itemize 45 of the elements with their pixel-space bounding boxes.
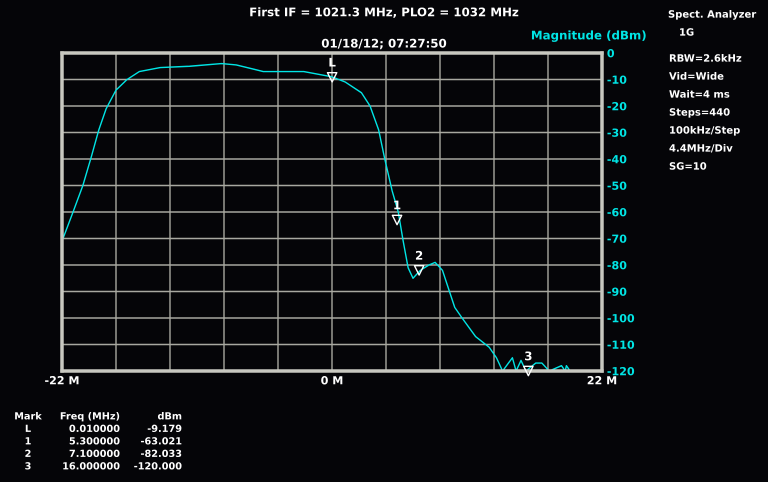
y-tick-label: -10 — [607, 75, 626, 84]
text: 1 — [26, 437, 31, 444]
text: -9.179 — [148, 424, 182, 432]
text: 2 — [25, 450, 31, 457]
text: SG=10 — [670, 162, 706, 170]
text: 100kHz/Step — [670, 126, 740, 136]
y-tick-label: -60 — [607, 208, 626, 216]
y-tick-label: -110 — [607, 340, 634, 349]
text: 4.4MHz/Div — [669, 144, 733, 153]
y-tick-label: -40 — [607, 154, 626, 164]
text: 0.010000 — [69, 424, 120, 432]
y-tick-label: -50 — [607, 181, 626, 190]
text: Freq (MHz) — [60, 412, 120, 422]
text: -63.021 — [140, 437, 182, 445]
text: dBm — [158, 412, 182, 420]
y-tick-label: -100 — [607, 314, 634, 322]
chart-subtitle: 01/18/12; 07:27:50 — [322, 38, 446, 50]
y-tick-label: -20 — [607, 102, 626, 110]
annotation: 2 — [416, 250, 422, 260]
y-axis-title: Magnitude (dBm) — [532, 30, 646, 42]
text: Spect. Analyzer — [668, 10, 756, 20]
text: Mark — [15, 412, 42, 420]
text: Steps=440 — [670, 108, 730, 118]
text: 3 — [25, 462, 31, 470]
text: Vid=Wide — [669, 72, 724, 80]
text: -120.000 — [134, 462, 182, 470]
chart-title: First IF = 1021.3 MHz, PLO2 = 1032 MHz — [250, 7, 518, 18]
y-tick-label: -90 — [607, 287, 626, 296]
annotation: 3 — [525, 351, 532, 360]
y-tick-label: 0 — [607, 48, 614, 58]
text: 7.100000 — [70, 450, 120, 458]
x-tick-label: 22 M — [588, 376, 616, 384]
text: 16.000000 — [63, 462, 120, 470]
y-tick-label: -120 — [607, 366, 634, 376]
text: L — [26, 424, 31, 432]
y-tick-label: -70 — [607, 234, 626, 243]
text: 5.300000 — [70, 437, 120, 445]
text: -82.033 — [140, 450, 182, 458]
x-tick-label: -22 M — [45, 376, 78, 384]
y-tick-label: -80 — [607, 260, 626, 270]
text: Wait=4 ms — [669, 90, 730, 98]
x-tick-label: 0 M — [321, 376, 342, 384]
text: RBW=2.6kHz — [670, 54, 742, 62]
text: 1G — [680, 28, 694, 36]
y-tick-label: -30 — [607, 128, 626, 137]
